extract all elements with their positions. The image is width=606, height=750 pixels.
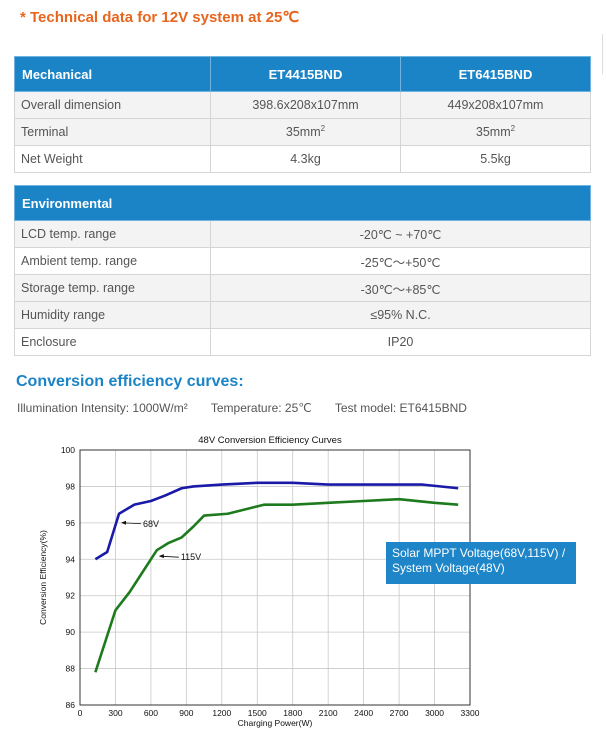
cell-value: 4.3kg [210, 145, 401, 173]
temperature-text: Temperature: 25℃ [210, 401, 312, 415]
edge-divider [602, 34, 603, 74]
row-label: Enclosure [14, 328, 211, 356]
chart-tick-labels: 0 300 600 900 1200 1500 1800 2100 2400 2700 3000 33… [61, 445, 480, 718]
table-row: LCD temp. range -20℃ ~ +70℃ [14, 220, 592, 248]
model-et6415bnd-header: ET6415BND [400, 56, 591, 92]
voltage-legend-box: Solar MPPT Voltage(68V,115V) / System Vo… [386, 542, 576, 584]
table-row: Overall dimension 398.6x208x107mm 449x20… [14, 91, 591, 119]
cell-value: 35mm2 [400, 118, 591, 146]
table-row: Storage temp. range -30℃～+85℃ [14, 274, 592, 302]
cell-value: -20℃ ~ +70℃ [209, 220, 592, 248]
test-model-text: Test model: ET6415BND [334, 401, 467, 415]
x-tick-label: 1500 [248, 708, 267, 718]
cell-value: 449x208x107mm [400, 91, 591, 119]
x-tick-label: 1200 [212, 708, 231, 718]
legend-line: System Voltage(48V) [392, 561, 505, 575]
y-tick-label: 94 [66, 554, 76, 564]
series-arrowhead [158, 554, 164, 559]
series-line-68v [94, 481, 459, 561]
mechanical-table: Mechanical ET4415BND ET6415BND Overall d… [14, 56, 591, 173]
row-label: Net Weight [14, 145, 211, 173]
cell-value: -25℃～+50℃ [209, 247, 592, 275]
cell-value: 35mm2 [210, 118, 401, 146]
table-row: Ambient temp. range -25℃～+50℃ [14, 247, 592, 275]
chart-annotations: 68V 115V [121, 519, 201, 562]
row-label: Humidity range [14, 301, 211, 329]
y-tick-label: 98 [66, 481, 76, 491]
y-tick-label: 92 [66, 591, 76, 601]
y-tick-label: 90 [66, 627, 76, 637]
table-row: Humidity range ≤95% N.C. [14, 301, 592, 329]
x-tick-label: 0 [78, 708, 83, 718]
row-label: Storage temp. range [14, 274, 211, 302]
technical-data-note: * Technical data for 12V system at 25℃ [20, 9, 300, 26]
mechanical-header-row: Mechanical ET4415BND ET6415BND [14, 56, 591, 92]
x-tick-label: 2100 [319, 708, 338, 718]
y-tick-label: 88 [66, 664, 76, 674]
x-tick-label: 900 [179, 708, 193, 718]
x-tick-label: 2400 [354, 708, 373, 718]
x-tick-label: 3000 [425, 708, 444, 718]
x-tick-label: 1800 [283, 708, 302, 718]
cell-value: 398.6x208x107mm [210, 91, 401, 119]
x-tick-label: 300 [108, 708, 122, 718]
series-label: 115V [181, 552, 201, 562]
y-tick-label: 96 [66, 518, 76, 528]
cell-value: -30℃～+85℃ [209, 274, 592, 302]
model-et4415bnd-header: ET4415BND [210, 56, 401, 92]
table-row: Terminal 35mm2 35mm2 [14, 118, 591, 146]
row-label: Terminal [14, 118, 211, 146]
row-label: Overall dimension [14, 91, 211, 119]
table-row: Enclosure IP20 [14, 328, 592, 356]
chart-series [94, 481, 459, 673]
environmental-header-row: Environmental [13, 185, 592, 221]
row-label: LCD temp. range [14, 220, 211, 248]
test-conditions: Illumination Intensity: 1000W/m² Tempera… [17, 401, 487, 415]
row-label: Ambient temp. range [14, 247, 211, 275]
cell-value: 5.5kg [400, 145, 591, 173]
illumination-text: Illumination Intensity: 1000W/m² [17, 401, 188, 415]
series-line-115v [94, 497, 459, 673]
x-tick-label: 600 [144, 708, 158, 718]
conversion-heading: Conversion efficiency curves: [16, 373, 244, 390]
chart-x-axis-label: Charging Power(W) [238, 718, 313, 728]
mechanical-header: Mechanical [14, 56, 211, 92]
cell-value: IP20 [209, 328, 592, 356]
legend-line: Solar MPPT Voltage(68V,115V) / [392, 546, 566, 560]
x-tick-label: 3300 [461, 708, 480, 718]
table-row: Net Weight 4.3kg 5.5kg [14, 145, 591, 173]
y-tick-label: 86 [66, 700, 76, 710]
environmental-table: Environmental LCD temp. range -20℃ ~ +70… [13, 185, 592, 356]
series-arrowhead [121, 520, 126, 525]
x-tick-label: 2700 [390, 708, 409, 718]
chart-y-axis-label: Conversion Efficiency(%) [38, 530, 48, 625]
cell-value: ≤95% N.C. [209, 301, 592, 329]
series-label: 68V [143, 519, 159, 529]
chart-title: 48V Conversion Efficiency Curves [198, 435, 342, 446]
y-tick-label: 100 [61, 445, 75, 455]
environmental-header: Environmental [13, 185, 592, 221]
